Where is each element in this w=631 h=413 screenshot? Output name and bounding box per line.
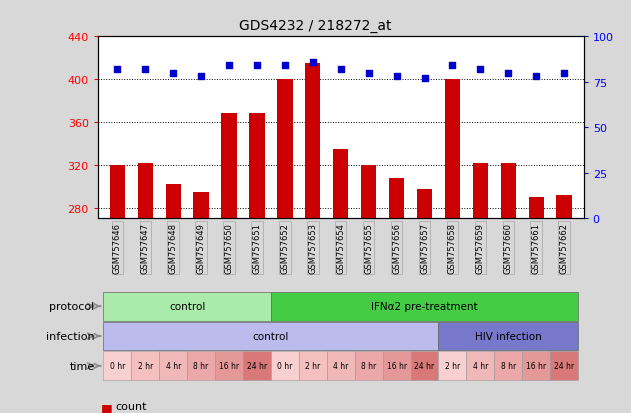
Point xyxy=(196,74,206,81)
Text: GSM757647: GSM757647 xyxy=(141,223,150,273)
Bar xyxy=(103,322,439,351)
Point xyxy=(447,63,457,69)
Bar xyxy=(271,292,578,321)
Point xyxy=(336,66,346,73)
Text: 16 hr: 16 hr xyxy=(219,361,239,370)
Text: GSM757657: GSM757657 xyxy=(420,223,429,273)
Bar xyxy=(305,64,321,219)
Bar xyxy=(243,351,271,380)
Text: ■: ■ xyxy=(101,401,113,413)
Text: GSM757652: GSM757652 xyxy=(280,223,290,273)
Text: HIV infection: HIV infection xyxy=(475,331,541,341)
Text: GSM757660: GSM757660 xyxy=(504,223,513,273)
Bar xyxy=(299,351,327,380)
Text: IFNα2 pre-treatment: IFNα2 pre-treatment xyxy=(371,301,478,311)
Text: GDS4232 / 218272_at: GDS4232 / 218272_at xyxy=(239,19,392,33)
Text: 2 hr: 2 hr xyxy=(305,361,321,370)
Bar xyxy=(494,351,522,380)
Text: GSM757662: GSM757662 xyxy=(560,223,569,273)
Bar xyxy=(417,190,432,219)
Bar xyxy=(221,114,237,219)
Point xyxy=(224,63,234,69)
Bar xyxy=(138,163,153,219)
Text: 2 hr: 2 hr xyxy=(445,361,460,370)
Text: 24 hr: 24 hr xyxy=(554,361,574,370)
Bar xyxy=(165,185,181,219)
Point xyxy=(252,63,262,69)
Text: infection: infection xyxy=(46,331,95,341)
Bar xyxy=(103,351,131,380)
Bar xyxy=(361,166,376,219)
Text: protocol: protocol xyxy=(49,301,95,311)
Text: 0 hr: 0 hr xyxy=(110,361,125,370)
Text: GSM757651: GSM757651 xyxy=(252,223,261,273)
Bar xyxy=(103,292,271,321)
Bar xyxy=(159,351,187,380)
Point xyxy=(140,66,150,73)
Point xyxy=(531,74,541,81)
Text: GSM757653: GSM757653 xyxy=(309,223,317,273)
Text: GSM757648: GSM757648 xyxy=(168,223,178,273)
Text: GSM757649: GSM757649 xyxy=(197,223,206,273)
Point xyxy=(559,70,569,77)
Text: control: control xyxy=(253,331,289,341)
Text: 8 hr: 8 hr xyxy=(194,361,209,370)
Bar xyxy=(445,80,460,219)
Text: GSM757655: GSM757655 xyxy=(364,223,373,273)
Bar xyxy=(355,351,382,380)
Point xyxy=(504,70,514,77)
Bar xyxy=(466,351,494,380)
Text: 4 hr: 4 hr xyxy=(333,361,348,370)
Bar xyxy=(194,192,209,219)
Text: 2 hr: 2 hr xyxy=(138,361,153,370)
Text: 16 hr: 16 hr xyxy=(526,361,546,370)
Bar xyxy=(215,351,243,380)
Point xyxy=(475,66,485,73)
Text: GSM757654: GSM757654 xyxy=(336,223,345,273)
Bar xyxy=(522,351,550,380)
Text: GSM757656: GSM757656 xyxy=(392,223,401,273)
Text: count: count xyxy=(115,401,147,411)
Text: 24 hr: 24 hr xyxy=(415,361,435,370)
Point xyxy=(112,66,122,73)
Bar xyxy=(271,351,299,380)
Text: 4 hr: 4 hr xyxy=(165,361,181,370)
Text: 0 hr: 0 hr xyxy=(277,361,293,370)
Bar xyxy=(187,351,215,380)
Point xyxy=(363,70,374,77)
Text: control: control xyxy=(169,301,205,311)
Bar xyxy=(557,195,572,219)
Bar xyxy=(327,351,355,380)
Text: 16 hr: 16 hr xyxy=(387,361,406,370)
Bar xyxy=(382,351,411,380)
Point xyxy=(420,76,430,82)
Bar xyxy=(529,197,544,219)
Bar xyxy=(439,322,578,351)
Bar xyxy=(439,351,466,380)
Bar xyxy=(277,80,293,219)
Text: GSM757650: GSM757650 xyxy=(225,223,233,273)
Bar xyxy=(473,163,488,219)
Text: 8 hr: 8 hr xyxy=(500,361,516,370)
Bar xyxy=(110,166,125,219)
Bar xyxy=(333,150,348,219)
Text: GSM757659: GSM757659 xyxy=(476,223,485,273)
Point xyxy=(392,74,402,81)
Text: 4 hr: 4 hr xyxy=(473,361,488,370)
Text: 24 hr: 24 hr xyxy=(247,361,267,370)
Text: 8 hr: 8 hr xyxy=(361,361,376,370)
Bar xyxy=(411,351,439,380)
Bar xyxy=(389,178,404,219)
Text: GSM757658: GSM757658 xyxy=(448,223,457,273)
Point xyxy=(168,70,178,77)
Text: GSM757661: GSM757661 xyxy=(532,223,541,273)
Bar xyxy=(550,351,578,380)
Text: GSM757646: GSM757646 xyxy=(113,223,122,273)
Bar xyxy=(249,114,264,219)
Bar xyxy=(500,163,516,219)
Text: time: time xyxy=(69,361,95,371)
Point xyxy=(280,63,290,69)
Point xyxy=(308,59,318,66)
Bar xyxy=(131,351,159,380)
